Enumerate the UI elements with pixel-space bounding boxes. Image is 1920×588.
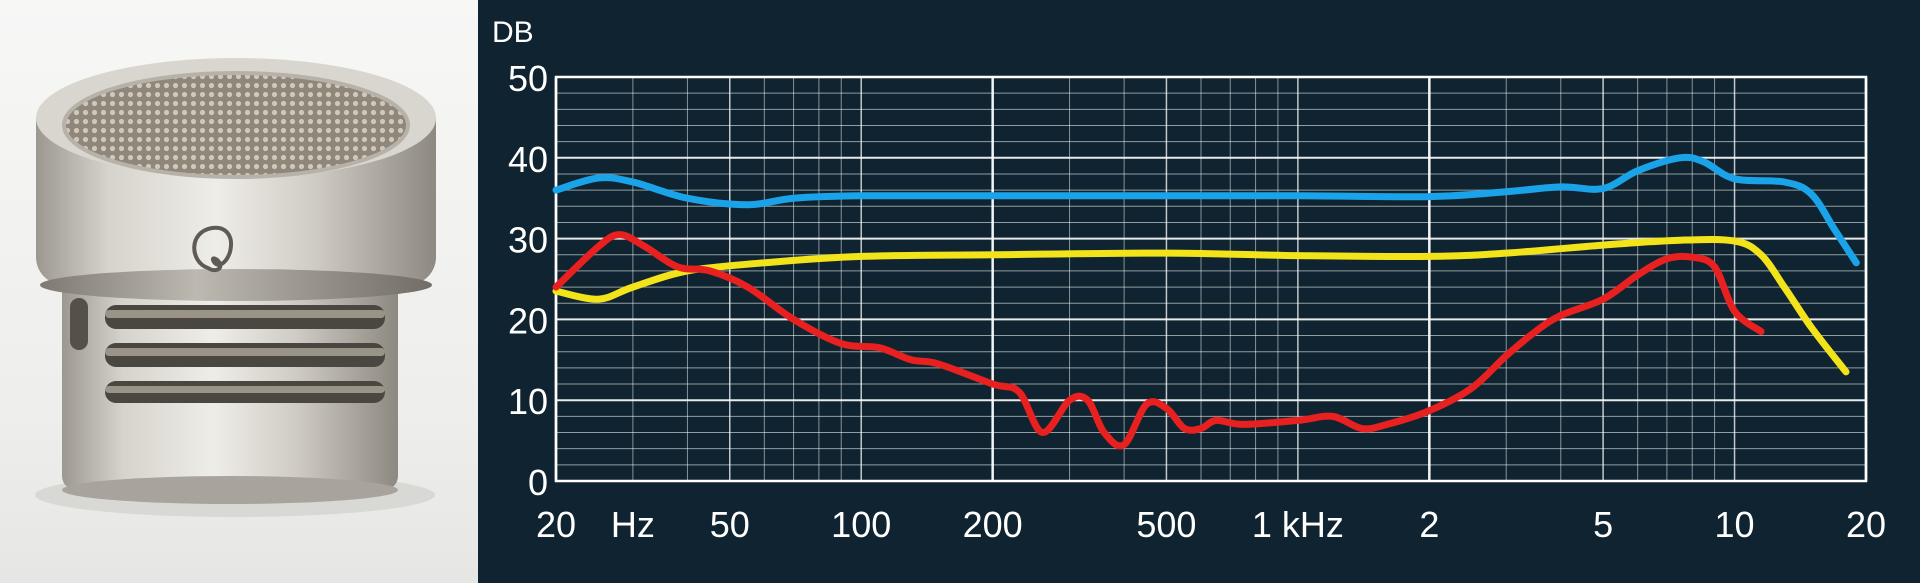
- microphone-capsule-photo: [0, 0, 478, 583]
- microphone-capsule-image: [35, 58, 436, 517]
- y-tick-label: 10: [508, 381, 548, 422]
- y-tick-label: 0: [528, 462, 548, 503]
- x-tick-label: Hz: [611, 504, 655, 545]
- y-tick-label: 50: [508, 58, 548, 99]
- x-tick-label: 20: [1846, 504, 1886, 545]
- frequency-response-chart: DB 0 10 20 30 40 50 20 Hz 50 100 200 500 1 kHz 2 5 10 2…: [478, 0, 1920, 583]
- y-tick-label: 20: [508, 300, 548, 341]
- series-lines: [552, 153, 1860, 450]
- x-tick-label: 2: [1419, 504, 1439, 545]
- y-axis-label: DB: [492, 16, 534, 49]
- x-tick-label: 5: [1593, 504, 1613, 545]
- plot-border: [554, 75, 1868, 483]
- cardioid-polar-pattern-icon: [192, 225, 233, 273]
- x-tick-label: 50: [710, 504, 750, 545]
- y-tick-labels: 0 10 20 30 40 50: [508, 58, 548, 503]
- x-tick-label: 100: [831, 504, 891, 545]
- y-tick-label: 40: [508, 139, 548, 180]
- x-tick-label: 20: [536, 504, 576, 545]
- series-line-0: [552, 153, 1860, 267]
- x-tick-label: 500: [1136, 504, 1196, 545]
- x-tick-label: 200: [963, 504, 1023, 545]
- x-tick-labels: 20 Hz 50 100 200 500 1 kHz 2 5 10 20: [536, 504, 1886, 545]
- y-tick-label: 30: [508, 220, 548, 261]
- x-tick-label: 10: [1715, 504, 1755, 545]
- series-line-2: [552, 231, 1765, 450]
- x-tick-label: 1 kHz: [1252, 504, 1344, 545]
- grid: [554, 75, 1868, 483]
